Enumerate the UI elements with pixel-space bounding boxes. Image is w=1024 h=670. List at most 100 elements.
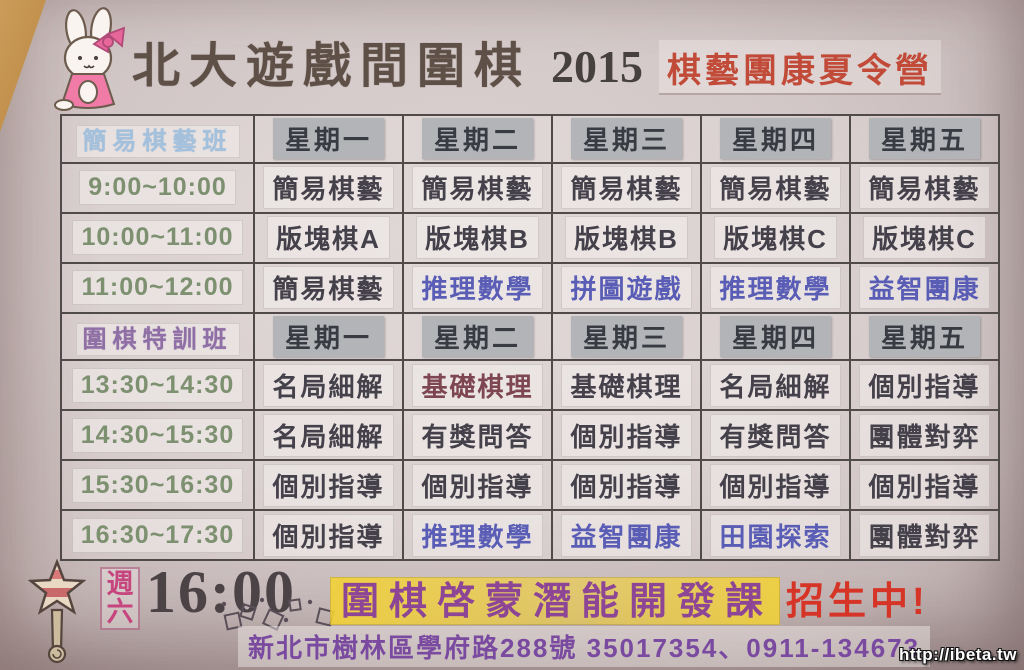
course-cell: 團體對弈 [859, 513, 990, 557]
table-cell: 星期三 [551, 311, 702, 362]
table-cell: 星期四 [700, 311, 851, 362]
table-cell: 簡易棋藝班 [60, 114, 255, 164]
table-cell: 基礎棋理 [551, 359, 702, 412]
header: 北大遊戲間圍棋 2015 棋藝團康夏令營 [132, 26, 942, 96]
course-cell: 推理數學 [412, 266, 543, 310]
promo-course-title: 圍棋啓蒙潛能開發課 [330, 577, 781, 625]
section-label: 圍棋特訓班 [75, 322, 240, 356]
schedule-table: 簡易棋藝班 星期一 星期二 星期三 星期四 星期五 9:00~10:00 簡易棋藝 簡易棋藝 簡易… [60, 114, 1000, 561]
course-cell: 拼圖遊戲 [561, 266, 692, 310]
course-cell: 基礎棋理 [412, 363, 543, 407]
course-cell: 個別指導 [710, 463, 841, 507]
course-cell: 益智團康 [859, 266, 990, 310]
table-cell: 星期四 [700, 114, 851, 164]
course-cell: 推理數學 [710, 266, 841, 310]
day-header: 星期一 [272, 315, 384, 357]
table-cell: 有獎問答 [402, 409, 553, 462]
table-cell: 簡易棋藝 [551, 161, 702, 214]
table-cell: 版塊棋A [253, 211, 404, 264]
bunny-mascot-illustration [54, 7, 126, 111]
day-header: 星期四 [719, 118, 831, 160]
course-cell: 名局細解 [263, 363, 394, 407]
table-cell: 個別指導 [700, 459, 851, 512]
table-cell: 個別指導 [253, 459, 404, 512]
course-cell: 個別指導 [412, 463, 543, 507]
course-cell: 個別指導 [561, 463, 692, 507]
camp-subtitle: 棋藝團康夏令營 [659, 40, 942, 95]
address-and-phone: 新北市樹林區學府路288號 35017354、0911-134673 [238, 626, 931, 667]
course-cell: 簡易棋藝 [263, 266, 394, 310]
table-cell: 版塊棋C [849, 211, 1000, 264]
course-cell: 名局細解 [263, 413, 394, 457]
table-cell: 16:30~17:30 [60, 509, 255, 561]
table-cell: 簡易棋藝 [253, 161, 404, 214]
table-cell: 圍棋特訓班 [60, 311, 255, 362]
table-cell: 星期二 [402, 311, 553, 362]
table-cell: 個別指導 [253, 509, 404, 561]
course-cell: 版塊棋C [863, 216, 986, 260]
star-wand-illustration [28, 558, 86, 664]
course-cell: 推理數學 [412, 513, 543, 557]
weekday-label: 週六 [100, 567, 140, 631]
table-cell: 個別指導 [551, 409, 702, 462]
time-slot: 11:00~12:00 [72, 270, 243, 306]
schedule-row: 14:30~15:30 名局細解 有獎問答 個別指導 有獎問答 團體對弈 [60, 409, 1000, 462]
schedule-row: 10:00~11:00 版塊棋A 版塊棋B 版塊棋B 版塊棋C 版塊棋C [60, 211, 1000, 264]
table-cell: 個別指導 [551, 459, 702, 512]
time-slot: 16:30~17:30 [71, 517, 244, 553]
course-cell: 田園探索 [710, 513, 841, 557]
day-header: 星期五 [868, 315, 980, 357]
course-cell: 個別指導 [263, 513, 394, 557]
time-slot: 13:30~14:30 [71, 367, 244, 403]
table-wood-corner [0, 0, 46, 132]
day-header: 星期四 [719, 315, 831, 357]
course-cell: 團體對弈 [859, 413, 990, 457]
watermark-url: http://ibeta.tw [899, 645, 1017, 664]
table-cell: 團體對弈 [849, 409, 1000, 462]
course-cell: 個別指導 [859, 363, 990, 407]
table-cell: 個別指導 [849, 459, 1000, 512]
table-cell: 推理數學 [402, 261, 553, 314]
course-cell: 有獎問答 [710, 413, 841, 457]
course-cell: 益智團康 [561, 513, 692, 557]
course-cell: 簡易棋藝 [859, 166, 990, 210]
course-cell: 版塊棋B [565, 216, 688, 260]
course-cell: 名局細解 [710, 363, 841, 407]
table-cell: 推理數學 [700, 261, 851, 314]
table-cell: 名局細解 [253, 359, 404, 412]
day-header: 星期二 [421, 118, 533, 160]
table-cell: 星期五 [849, 114, 1000, 164]
page-title: 北大遊戲間圍棋 [132, 40, 532, 93]
course-cell: 簡易棋藝 [412, 166, 543, 210]
course-cell: 簡易棋藝 [710, 166, 841, 210]
course-cell: 個別指導 [561, 413, 692, 457]
section-header-row: 簡易棋藝班 星期一 星期二 星期三 星期四 星期五 [60, 114, 1000, 164]
table-cell: 推理數學 [402, 509, 553, 561]
table-cell: 益智團康 [849, 261, 1000, 314]
course-cell: 基礎棋理 [561, 363, 692, 407]
section-header-row: 圍棋特訓班 星期一 星期二 星期三 星期四 星期五 [60, 311, 1000, 362]
table-cell: 基礎棋理 [402, 359, 553, 412]
table-cell: 星期二 [402, 114, 553, 164]
table-cell: 10:00~11:00 [60, 211, 255, 264]
table-cell: 版塊棋C [700, 211, 851, 264]
table-cell: 團體對弈 [849, 509, 1000, 561]
table-cell: 星期三 [551, 114, 702, 164]
schedule-row: 15:30~16:30 個別指導 個別指導 個別指導 個別指導 個別指導 [60, 459, 1000, 512]
day-header: 星期一 [272, 118, 384, 160]
table-cell: 田園探索 [700, 509, 851, 561]
table-cell: 版塊棋B [551, 211, 702, 264]
day-header: 星期五 [868, 118, 980, 160]
table-cell: 益智團康 [551, 509, 702, 561]
table-cell: 有獎問答 [700, 409, 851, 462]
day-header: 星期三 [570, 118, 682, 160]
enrollment-cta: 招生中! [786, 581, 929, 623]
year-label: 2015 [551, 41, 644, 92]
day-header: 星期二 [421, 315, 533, 357]
promo-line: 圍棋啓蒙潛能開發課 招生中! [330, 570, 929, 625]
time-slot: 15:30~16:30 [71, 467, 244, 503]
table-cell: 星期五 [849, 311, 1000, 362]
time-slot: 10:00~11:00 [72, 220, 243, 256]
day-header: 星期三 [570, 315, 682, 357]
table-cell: 15:30~16:30 [60, 459, 255, 512]
